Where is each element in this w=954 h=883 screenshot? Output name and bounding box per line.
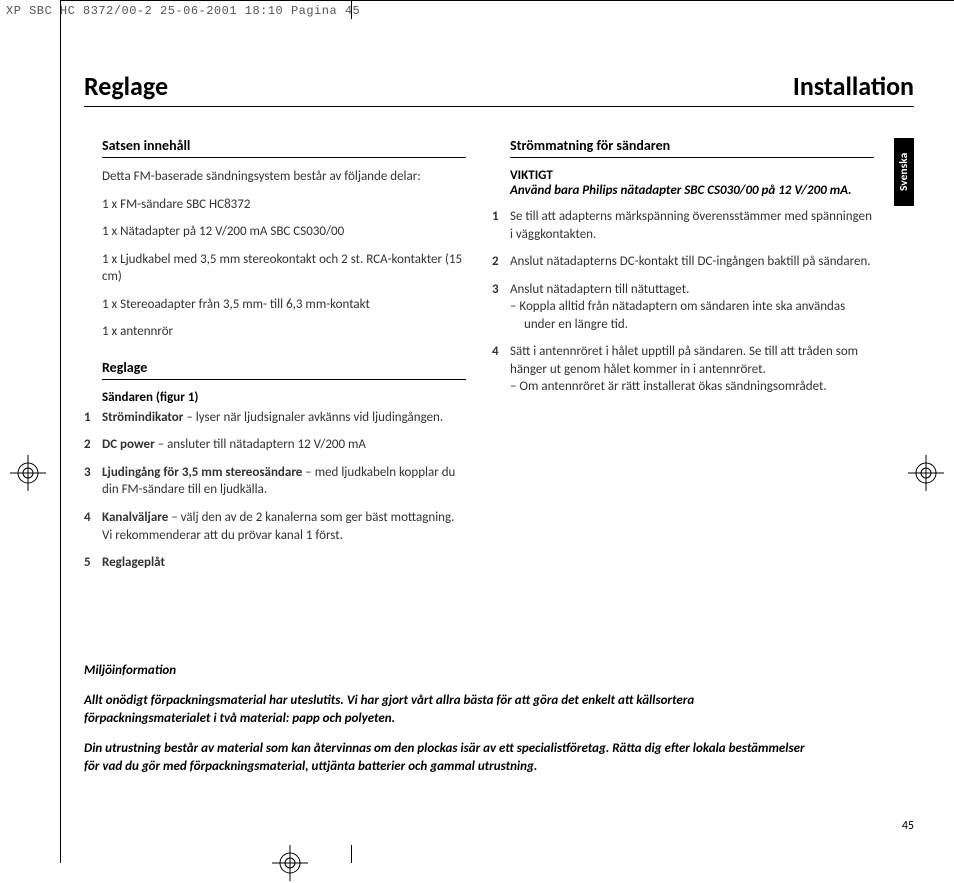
step-text: Sätt i antennröret i hålet upptill på sä… <box>510 343 874 396</box>
intro-text: Detta FM-baserade sändningsystem består … <box>102 168 466 186</box>
important-text: Använd bara Philips nätadapter SBC CS030… <box>510 183 874 198</box>
step-text: Se till att adapterns märkspänning övere… <box>510 208 874 243</box>
item-text: DC power – ansluter till nätadaptern 12 … <box>102 436 466 454</box>
step-number: 2 <box>492 253 510 271</box>
item-number: 3 <box>84 464 102 499</box>
right-column: Strömmatning för sändaren VIKTIGT Använd… <box>492 137 914 582</box>
item-number: 2 <box>84 436 102 454</box>
step-text: Anslut nätadaptern till nätuttaget.Koppl… <box>510 281 874 334</box>
step-subnote: Koppla alltid från nätadaptern om sändar… <box>510 298 874 333</box>
step-text: Anslut nätadapterns DC-kontakt till DC-i… <box>510 253 874 271</box>
env-p1: Allt onödigt förpackningsmaterial har ut… <box>84 692 814 728</box>
left-column: Satsen innehåll Detta FM-baserade sändni… <box>84 137 466 582</box>
item-number: 4 <box>84 509 102 544</box>
step-number: 4 <box>492 343 510 396</box>
step-item: 2Anslut nätadapterns DC-kontakt till DC-… <box>510 253 874 271</box>
control-item: 4Kanalväljare – välj den av de 2 kanaler… <box>102 509 466 544</box>
language-tab: Svenska <box>894 138 914 206</box>
title-right: Installation <box>793 70 914 102</box>
step-item: 4Sätt i antennröret i hålet upptill på s… <box>510 343 874 396</box>
step-number: 3 <box>492 281 510 334</box>
section-head-power: Strömmatning för sändaren <box>510 137 874 158</box>
section-head-contents: Satsen innehåll <box>102 137 466 158</box>
registration-mark-icon <box>10 455 46 491</box>
item-number: 5 <box>84 554 102 572</box>
title-bar: Reglage Installation <box>84 70 914 107</box>
kit-item: 1 x antennrör <box>102 323 466 341</box>
page-content: Reglage Installation Svenska Satsen inne… <box>60 30 954 863</box>
important-label: VIKTIGT <box>510 168 874 183</box>
item-number: 1 <box>84 409 102 427</box>
env-p2: Din utrustning består av material som ka… <box>84 740 814 776</box>
item-text: Ljudingång för 3,5 mm stereosändare – me… <box>102 464 466 499</box>
item-text: Strömindikator – lyser när ljudsignaler … <box>102 409 466 427</box>
kit-item: 1 x Nätadapter på 12 V/200 mA SBC CS030/… <box>102 223 466 241</box>
title-left: Reglage <box>84 70 168 102</box>
page-number: 45 <box>902 819 914 833</box>
kit-item: 1 x Stereoadapter från 3,5 mm- till 6,3 … <box>102 296 466 314</box>
kit-item: 1 x FM-sändare SBC HC8372 <box>102 196 466 214</box>
section-head-controls: Reglage <box>102 359 466 380</box>
control-item: 5Reglageplåt <box>102 554 466 572</box>
control-item: 1Strömindikator – lyser när ljudsignaler… <box>102 409 466 427</box>
step-item: 3Anslut nätadaptern till nätuttaget.Kopp… <box>510 281 874 334</box>
step-item: 1Se till att adapterns märkspänning över… <box>510 208 874 243</box>
control-item: 3Ljudingång för 3,5 mm stereosändare – m… <box>102 464 466 499</box>
environment-info: Miljöinformation Allt onödigt förpacknin… <box>84 662 814 777</box>
item-text: Reglageplåt <box>102 554 466 572</box>
kit-item: 1 x Ljudkabel med 3,5 mm stereokontakt o… <box>102 251 466 286</box>
item-text: Kanalväljare – välj den av de 2 kanalern… <box>102 509 466 544</box>
env-head: Miljöinformation <box>84 662 814 680</box>
step-number: 1 <box>492 208 510 243</box>
subhead-transmitter: Sändaren (figur 1) <box>102 390 466 405</box>
step-subnote: Om antennröret är rätt installerat ökas … <box>510 378 874 396</box>
control-item: 2DC power – ansluter till nätadaptern 12… <box>102 436 466 454</box>
